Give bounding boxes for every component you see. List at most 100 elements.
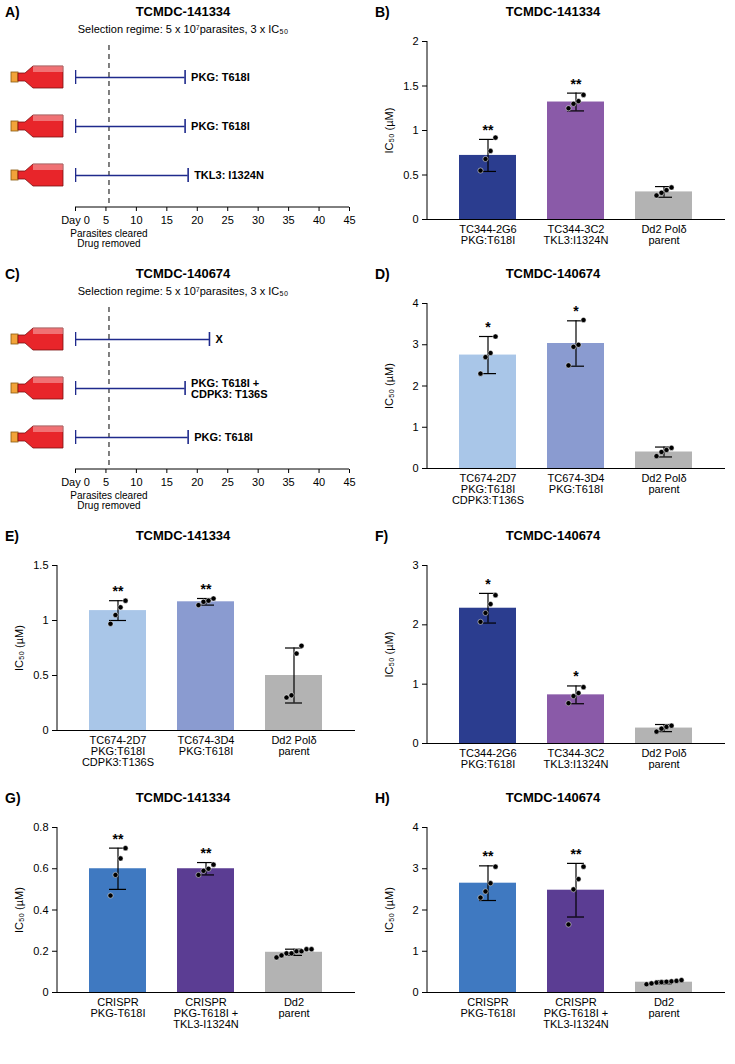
svg-text:0: 0: [42, 724, 48, 736]
svg-text:3: 3: [412, 862, 418, 874]
svg-text:CRISPRPKG-T618I +TKL3-I1324N: CRISPRPKG-T618I +TKL3-I1324N: [543, 996, 608, 1030]
svg-text:3: 3: [412, 338, 418, 350]
svg-text:35: 35: [282, 214, 294, 226]
svg-text:45: 45: [343, 214, 355, 226]
svg-text:45: 45: [343, 476, 355, 488]
svg-text:**: **: [571, 76, 582, 92]
html-text:C): C): [5, 266, 20, 282]
svg-text:Dd2 Polδparent: Dd2 Polδparent: [271, 734, 316, 757]
svg-text:5: 5: [103, 214, 109, 226]
svg-text:PKG: T618I: PKG: T618I: [191, 71, 250, 83]
svg-text:Dd2 Polδparent: Dd2 Polδparent: [641, 747, 686, 770]
svg-text:40: 40: [313, 476, 325, 488]
svg-text:1: 1: [412, 421, 418, 433]
svg-text:2: 2: [412, 35, 418, 47]
svg-text:0: 0: [412, 213, 418, 225]
svg-text:**: **: [483, 848, 494, 864]
svg-text:**: **: [201, 845, 212, 861]
svg-text:0.2: 0.2: [33, 945, 48, 957]
svg-text:4: 4: [412, 821, 418, 833]
svg-text:*: *: [485, 319, 491, 335]
svg-text:15: 15: [161, 214, 173, 226]
svg-text:**: **: [483, 122, 494, 138]
html-text:TCMDC-141334: TCMDC-141334: [505, 4, 601, 19]
svg-text:15: 15: [161, 476, 173, 488]
svg-text:TC674-2D7PKG:T618ICDPK3:T136S: TC674-2D7PKG:T618ICDPK3:T136S: [452, 472, 524, 506]
svg-text:2: 2: [412, 904, 418, 916]
svg-text:TC674-2D7PKG:T618ICDPK3:T136S: TC674-2D7PKG:T618ICDPK3:T136S: [82, 734, 154, 768]
svg-text:0.5: 0.5: [403, 169, 418, 181]
html-text:TCMDC-141334: TCMDC-141334: [135, 4, 231, 19]
svg-text:IC₅₀ (µM): IC₅₀ (µM): [383, 632, 395, 678]
svg-text:1: 1: [412, 945, 418, 957]
svg-text:Dd2parent: Dd2parent: [278, 996, 309, 1019]
svg-text:TC344-3C2TKL3:I1324N: TC344-3C2TKL3:I1324N: [544, 223, 609, 246]
svg-text:IC₅₀ (µM): IC₅₀ (µM): [383, 108, 395, 154]
svg-text:IC₅₀ (µM): IC₅₀ (µM): [13, 625, 25, 671]
svg-text:1.5: 1.5: [33, 559, 48, 571]
svg-text:30: 30: [252, 476, 264, 488]
svg-text:PKG: T618I +CDPK3: T136S: PKG: T618I +CDPK3: T136S: [191, 377, 267, 400]
svg-text:**: **: [201, 581, 212, 597]
html-text:G): G): [5, 790, 21, 806]
svg-text:1: 1: [412, 678, 418, 690]
svg-text:TC344-3C2TKL3:I1324N: TC344-3C2TKL3:I1324N: [544, 747, 609, 770]
svg-text:1.5: 1.5: [403, 80, 418, 92]
svg-text:IC₅₀ (µM): IC₅₀ (µM): [383, 887, 395, 933]
svg-text:TKL3: I1324N: TKL3: I1324N: [194, 169, 264, 181]
svg-text:*: *: [573, 668, 579, 684]
html-text:TCMDC-140674: TCMDC-140674: [135, 266, 231, 281]
svg-text:0.5: 0.5: [33, 669, 48, 681]
svg-text:0: 0: [412, 986, 418, 998]
svg-text:0: 0: [412, 737, 418, 749]
svg-text:Dd2parent: Dd2parent: [648, 996, 679, 1019]
svg-text:5: 5: [103, 476, 109, 488]
html-text:B): B): [375, 4, 390, 20]
svg-text:2: 2: [412, 618, 418, 630]
svg-text:Day 0: Day 0: [61, 214, 90, 226]
svg-text:Dd2 Polδparent: Dd2 Polδparent: [641, 223, 686, 246]
svg-text:*: *: [573, 303, 579, 319]
svg-text:10: 10: [130, 214, 142, 226]
svg-text:0: 0: [42, 986, 48, 998]
svg-text:TC344-2G6PKG:T618I: TC344-2G6PKG:T618I: [459, 747, 516, 770]
svg-text:0.8: 0.8: [33, 821, 48, 833]
svg-text:20: 20: [191, 476, 203, 488]
html-text:A): A): [5, 4, 20, 20]
svg-text:**: **: [113, 583, 124, 599]
svg-text:TC344-2G6PKG:T618I: TC344-2G6PKG:T618I: [459, 223, 516, 246]
svg-text:30: 30: [252, 214, 264, 226]
svg-text:1: 1: [42, 614, 48, 626]
svg-text:3: 3: [412, 559, 418, 571]
svg-text:CRISPRPKG-T618I +TKL3-I1324N: CRISPRPKG-T618I +TKL3-I1324N: [173, 996, 238, 1030]
svg-text:CRISPRPKG-T618I: CRISPRPKG-T618I: [460, 996, 515, 1019]
svg-text:X: X: [215, 333, 223, 345]
svg-text:Parasites clearedDrug removed: Parasites clearedDrug removed: [70, 490, 147, 511]
svg-text:40: 40: [313, 214, 325, 226]
svg-text:IC₅₀ (µM): IC₅₀ (µM): [383, 363, 395, 409]
svg-text:1: 1: [412, 124, 418, 136]
svg-text:35: 35: [282, 476, 294, 488]
html-text:D): D): [375, 266, 390, 282]
svg-text:PKG: T618I: PKG: T618I: [191, 120, 250, 132]
svg-text:TC674-3D4PKG:T618I: TC674-3D4PKG:T618I: [178, 734, 235, 757]
svg-text:Parasites clearedDrug removed: Parasites clearedDrug removed: [70, 228, 147, 249]
svg-text:2: 2: [412, 380, 418, 392]
svg-text:25: 25: [222, 476, 234, 488]
svg-text:TC674-3D4PKG:T618I: TC674-3D4PKG:T618I: [548, 472, 605, 495]
svg-text:**: **: [571, 846, 582, 862]
svg-text:CRISPRPKG-T618I: CRISPRPKG-T618I: [90, 996, 145, 1019]
svg-text:0: 0: [412, 462, 418, 474]
svg-text:*: *: [485, 576, 491, 592]
svg-text:4: 4: [412, 297, 418, 309]
svg-text:25: 25: [222, 214, 234, 226]
svg-text:Day 0: Day 0: [61, 476, 90, 488]
svg-text:Dd2 Polδparent: Dd2 Polδparent: [641, 472, 686, 495]
svg-text:20: 20: [191, 214, 203, 226]
svg-text:IC₅₀ (µM): IC₅₀ (µM): [13, 887, 25, 933]
svg-text:0.6: 0.6: [33, 862, 48, 874]
svg-text:**: **: [113, 831, 124, 847]
svg-text:10: 10: [130, 476, 142, 488]
svg-text:PKG: T618I: PKG: T618I: [194, 431, 253, 443]
svg-text:0.4: 0.4: [33, 904, 48, 916]
